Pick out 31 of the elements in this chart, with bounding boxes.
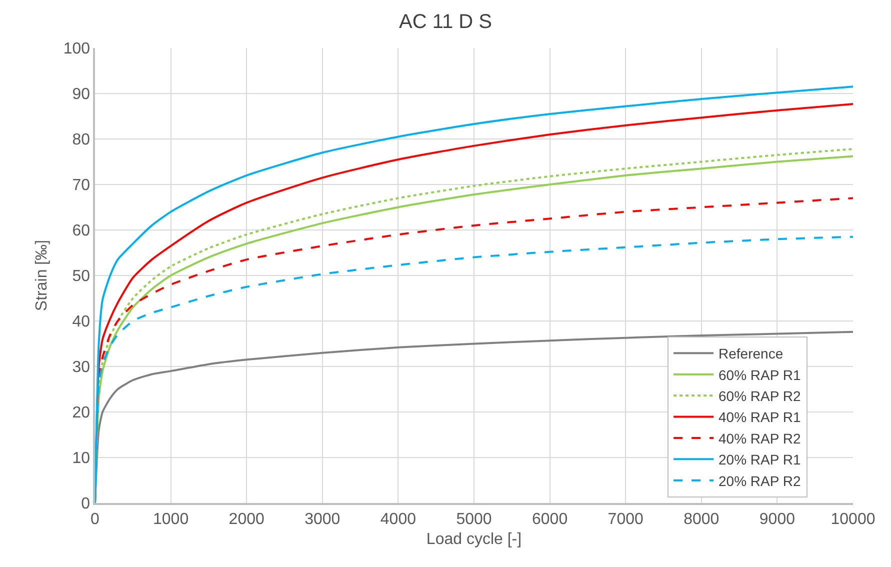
legend-label: 20% RAP R1 xyxy=(718,452,801,468)
x-tick-label: 3000 xyxy=(304,510,340,528)
x-tick-label: 1000 xyxy=(153,510,189,528)
legend-label: 60% RAP R1 xyxy=(718,366,801,383)
x-tick-label: 8000 xyxy=(684,510,720,528)
y-tick-label: 50 xyxy=(72,268,90,286)
y-tick-label: 90 xyxy=(72,86,90,104)
x-tick-label: 5000 xyxy=(456,510,492,528)
legend-label: 40% RAP R1 xyxy=(718,409,801,426)
x-tick-label: 10000 xyxy=(830,510,876,528)
x-tick-label: 2000 xyxy=(228,510,264,528)
y-tick-label: 40 xyxy=(72,314,90,331)
y-tick-label: 60 xyxy=(72,222,90,240)
legend-label: Reference xyxy=(718,346,784,362)
x-tick-label: 9000 xyxy=(759,510,796,528)
legend-label: 40% RAP R2 xyxy=(718,430,801,446)
x-tick-label: 7000 xyxy=(608,510,644,528)
y-tick-label: 100 xyxy=(63,40,90,58)
legend-label: 60% RAP R2 xyxy=(718,388,801,404)
y-tick-label: 20 xyxy=(72,404,90,422)
y-tick-label: 80 xyxy=(72,132,90,149)
y-tick-label: 30 xyxy=(72,359,90,376)
y-tick-label: 10 xyxy=(72,450,90,468)
y-tick-label: 70 xyxy=(72,177,90,194)
chart-title: AC 11 D S xyxy=(399,11,492,34)
x-axis-title: Load cycle [-] xyxy=(426,531,522,548)
y-tick-label: 0 xyxy=(81,496,90,513)
x-tick-label: 4000 xyxy=(380,510,416,528)
y-axis-title: Strain [‰] xyxy=(34,240,51,312)
x-tick-label: 6000 xyxy=(532,510,568,528)
legend-label: 20% RAP R2 xyxy=(718,472,801,489)
